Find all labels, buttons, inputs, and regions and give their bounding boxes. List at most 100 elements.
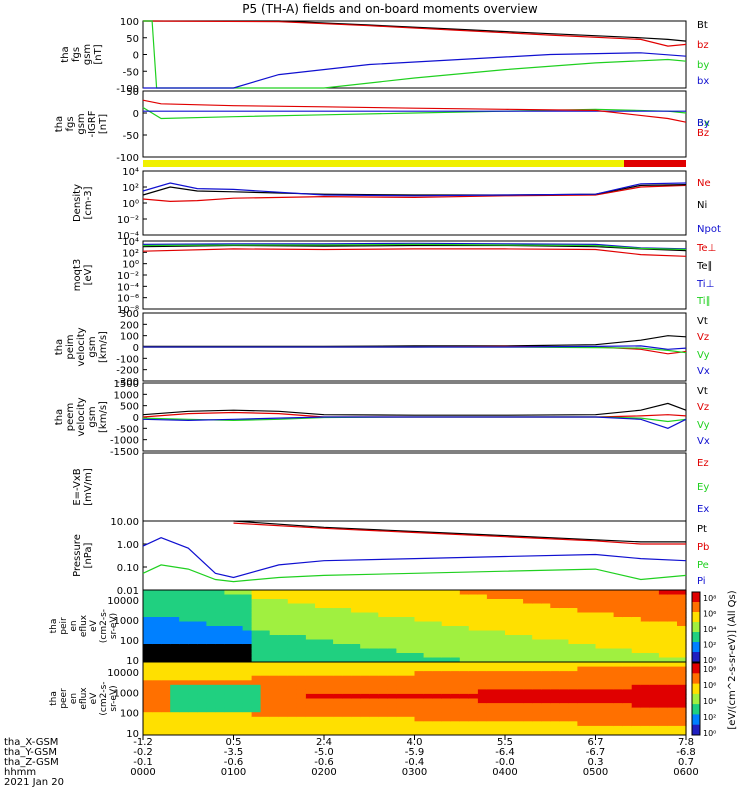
spectrogram-cell [640, 617, 651, 622]
spectrogram-cell [577, 671, 587, 677]
panel-frame [142, 170, 687, 236]
spectrogram-cell [143, 698, 153, 704]
spectrogram-cell [677, 648, 687, 654]
y-axis-label: eflux [79, 687, 89, 710]
spectrogram-cell [296, 703, 307, 709]
spectrogram-cell [333, 666, 343, 672]
spectrogram-cell [523, 608, 533, 613]
y-axis-label: peem [65, 403, 76, 431]
spectrogram-cell [559, 599, 569, 604]
spectrogram-cell [677, 594, 687, 600]
spectrogram-cell [387, 603, 397, 609]
spectrogram-cell [378, 635, 388, 640]
y-tick-label: -1000 [110, 436, 139, 447]
spectrogram-cell [577, 693, 587, 699]
spectrogram-cell [631, 671, 642, 677]
spectrogram-cell [613, 599, 624, 604]
spectrogram-cell [640, 644, 651, 649]
spectrogram-cell [206, 680, 216, 686]
spectrogram-cell [287, 662, 298, 668]
legend-entry: Vx [697, 436, 710, 447]
spectrogram-cell [242, 635, 253, 640]
spectrogram-cell [161, 680, 171, 686]
spectrogram-cell [260, 703, 271, 709]
spectrogram-cell [251, 608, 262, 613]
spectrogram-cell [622, 698, 633, 704]
spectrogram-cell [468, 603, 479, 609]
spectrogram-cell [450, 693, 461, 699]
spectrogram-cell [324, 630, 334, 636]
spectrogram-cell [441, 698, 452, 704]
spectrogram-cell [550, 603, 560, 609]
spectrogram-cell [287, 671, 298, 677]
spectrogram-cell [287, 730, 298, 736]
spectrogram-cell [514, 725, 524, 731]
spectrogram-cell [378, 721, 388, 727]
spectrogram-cell [396, 639, 406, 645]
spectrogram-cell [197, 689, 207, 695]
spectrogram-cell [559, 612, 569, 618]
spectrogram-cell [477, 730, 488, 736]
spectrogram-cell [296, 662, 307, 668]
spectrogram-cell [387, 716, 397, 722]
spectrogram-cell [197, 666, 207, 672]
spectrogram-cell [486, 730, 497, 736]
spectrogram-cell [532, 590, 542, 595]
spectrogram-cell [278, 612, 289, 618]
spectrogram-cell [468, 590, 479, 595]
spectrogram-cell [405, 716, 416, 722]
spectrogram-cell [170, 671, 180, 677]
spectrogram-cell [342, 707, 352, 713]
spectrogram-cell [405, 707, 416, 713]
spectrogram-cell [161, 657, 171, 663]
spectrogram-cell [342, 612, 352, 618]
colorbar-segment [692, 612, 700, 623]
spectrogram-cell [206, 684, 216, 690]
panel-frame [142, 452, 687, 522]
spectrogram-cell [405, 689, 416, 695]
spectrogram-cell [541, 725, 551, 731]
spectrogram-cell [441, 657, 452, 663]
spectrogram-cell [523, 675, 533, 681]
y-axis-label: E=-VxB [72, 468, 83, 505]
spectrogram-cell [667, 621, 678, 627]
spectrogram-cell [414, 703, 425, 709]
spectrogram-cell [324, 684, 334, 690]
spectrogram-cell [278, 716, 289, 722]
spectrogram-cell [450, 712, 461, 718]
spectrogram-cell [233, 721, 244, 727]
spectrogram-cell [233, 671, 244, 677]
spectrogram-cell [423, 721, 434, 727]
spectrogram-cell [405, 621, 416, 627]
spectrogram-cell [677, 626, 687, 631]
spectrogram-cell [387, 599, 397, 604]
spectrogram-cell [233, 698, 244, 704]
spectrogram-cell [269, 612, 280, 618]
spectrogram-cell [541, 644, 551, 649]
spectrogram-cell [387, 707, 397, 713]
spectrogram-cell [206, 725, 216, 731]
spectrogram-cell [215, 653, 225, 658]
spectrogram-cell [161, 644, 171, 649]
spectrogram-cell [215, 680, 225, 686]
colorbar-segment [692, 622, 700, 633]
spectrogram-cell [423, 657, 434, 663]
spectrogram-cell [251, 698, 262, 704]
spectrogram-cell [369, 621, 379, 627]
spectrogram-cell [677, 730, 687, 736]
spectrogram-cell [595, 603, 606, 609]
spectrogram-cell [206, 657, 216, 663]
spectrogram-cell [387, 657, 397, 663]
spectrogram-cell [179, 698, 189, 704]
spectrogram-cell [559, 653, 569, 658]
spectrogram-cell [649, 639, 660, 645]
spectrogram-cell [233, 612, 244, 618]
spectrogram-cell [152, 666, 162, 672]
spectrogram-cell [269, 716, 280, 722]
spectrogram-cell [387, 680, 397, 686]
spectrogram-cell [206, 693, 216, 699]
spectrogram-cell [260, 725, 271, 731]
spectrogram-cell [278, 693, 289, 699]
